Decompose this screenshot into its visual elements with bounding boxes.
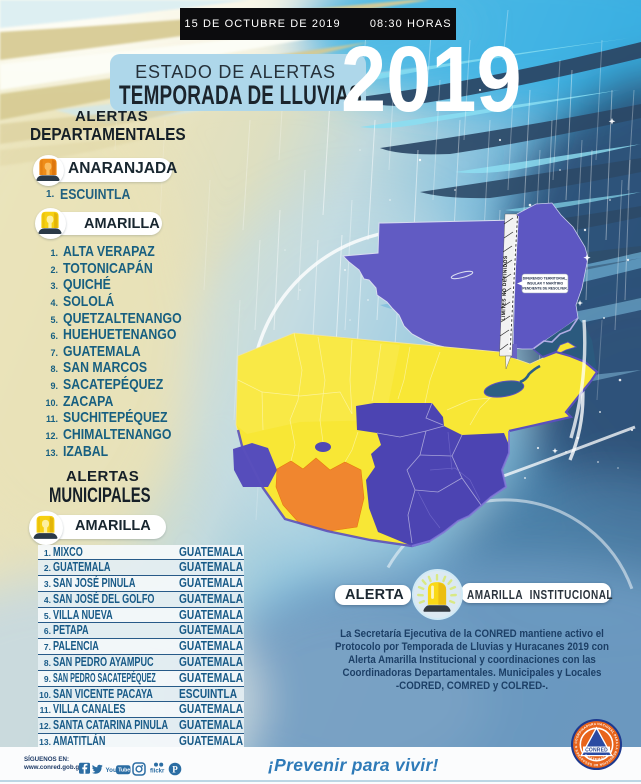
svg-text:CONRED: CONRED — [585, 747, 608, 753]
svg-text:LIMITES NO DEFINIDOS: LIMITES NO DEFINIDOS — [501, 255, 509, 321]
svg-text:flickr: flickr — [150, 769, 165, 775]
svg-text:INSULAR Y MARÍTIMO: INSULAR Y MARÍTIMO — [527, 281, 564, 286]
svg-text:Tube: Tube — [118, 768, 130, 774]
svg-text:DIFERENDO TERRITORIAL,: DIFERENDO TERRITORIAL, — [523, 277, 568, 281]
svg-text:PENDIENTE DE RESOLVER.: PENDIENTE DE RESOLVER. — [522, 287, 567, 291]
svg-text:You: You — [106, 767, 117, 774]
svg-text:P: P — [172, 764, 178, 774]
